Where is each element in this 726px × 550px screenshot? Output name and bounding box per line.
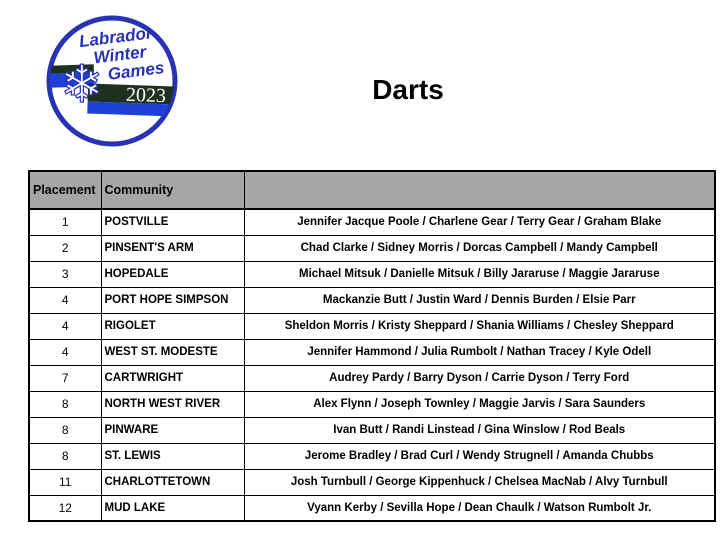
logo-band-dark-right [87,83,174,105]
labrador-winter-games-logo: 2023 ❄ Labrador Winter Games [46,15,178,147]
table-row: 4 RIGOLET Sheldon Morris / Kristy Sheppa… [28,312,716,340]
table-row: 8 PINWARE Ivan Butt / Randi Linstead / G… [28,416,716,444]
players-cell: Sheldon Morris / Kristy Sheppard / Shani… [243,312,716,340]
table-row: 11 CHARLOTTETOWN Josh Turnbull / George … [28,468,716,496]
col-header-players [243,170,716,210]
logo-year: 2023 [126,84,167,107]
players-cell: Chad Clarke / Sidney Morris / Dorcas Cam… [243,234,716,262]
placement-cell: 4 [28,312,102,340]
logo-band-blue-right [87,101,174,117]
players-cell: Jennifer Jacque Poole / Charlene Gear / … [243,208,716,236]
players-cell: Audrey Pardy / Barry Dyson / Carrie Dyso… [243,364,716,392]
table-row: 1 POSTVILLE Jennifer Jacque Poole / Char… [28,208,716,236]
placement-cell: 7 [28,364,102,392]
results-table: Placement Community 1 POSTVILLE Jennifer… [28,170,716,522]
players-cell: Alex Flynn / Joseph Townley / Maggie Jar… [243,390,716,418]
players-cell: Michael Mitsuk / Danielle Mitsuk / Billy… [243,260,716,288]
page-title: Darts [372,74,444,105]
players-cell: Josh Turnbull / George Kippenhuck / Chel… [243,468,716,496]
community-cell: HOPEDALE [100,260,245,288]
logo-band-dark-left [50,64,94,74]
placement-cell: 4 [28,286,102,314]
community-cell: PORT HOPE SIMPSON [100,286,245,314]
header-row: Placement Community [28,170,716,210]
snowflake-icon: ❄ [60,55,104,115]
community-cell: CHARLOTTETOWN [100,468,245,496]
placement-cell: 8 [28,442,102,470]
table-row: 12 MUD LAKE Vyann Kerby / Sevilla Hope /… [28,494,716,522]
table-row: 7 CARTWRIGHT Audrey Pardy / Barry Dyson … [28,364,716,392]
players-cell: Vyann Kerby / Sevilla Hope / Dean Chaulk… [243,494,716,522]
players-cell: Jennifer Hammond / Julia Rumbolt / Natha… [243,338,716,366]
placement-cell: 8 [28,416,102,444]
community-cell: MUD LAKE [100,494,245,522]
col-header-community: Community [100,170,245,210]
placement-cell: 12 [28,494,102,522]
community-cell: ST. LEWIS [100,442,245,470]
table-row: 2 PINSENT'S ARM Chad Clarke / Sidney Mor… [28,234,716,262]
community-cell: WEST ST. MODESTE [100,338,245,366]
placement-cell: 3 [28,260,102,288]
community-cell: PINSENT'S ARM [100,234,245,262]
placement-cell: 8 [28,390,102,418]
table-row: 3 HOPEDALE Michael Mitsuk / Danielle Mit… [28,260,716,288]
placement-cell: 4 [28,338,102,366]
col-header-placement: Placement [28,170,102,210]
placement-cell: 1 [28,208,102,236]
placement-cell: 11 [28,468,102,496]
community-cell: PINWARE [100,416,245,444]
table-row: 4 WEST ST. MODESTE Jennifer Hammond / Ju… [28,338,716,366]
players-cell: Jerome Bradley / Brad Curl / Wendy Strug… [243,442,716,470]
placement-cell: 2 [28,234,102,262]
table-row: 8 ST. LEWIS Jerome Bradley / Brad Curl /… [28,442,716,470]
community-cell: NORTH WEST RIVER [100,390,245,418]
logo-band-blue-left [50,72,95,88]
community-cell: CARTWRIGHT [100,364,245,392]
community-cell: RIGOLET [100,312,245,340]
community-cell: POSTVILLE [100,208,245,236]
players-cell: Ivan Butt / Randi Linstead / Gina Winslo… [243,416,716,444]
players-cell: Mackanzie Butt / Justin Ward / Dennis Bu… [243,286,716,314]
table-row: 4 PORT HOPE SIMPSON Mackanzie Butt / Jus… [28,286,716,314]
table-row: 8 NORTH WEST RIVER Alex Flynn / Joseph T… [28,390,716,418]
